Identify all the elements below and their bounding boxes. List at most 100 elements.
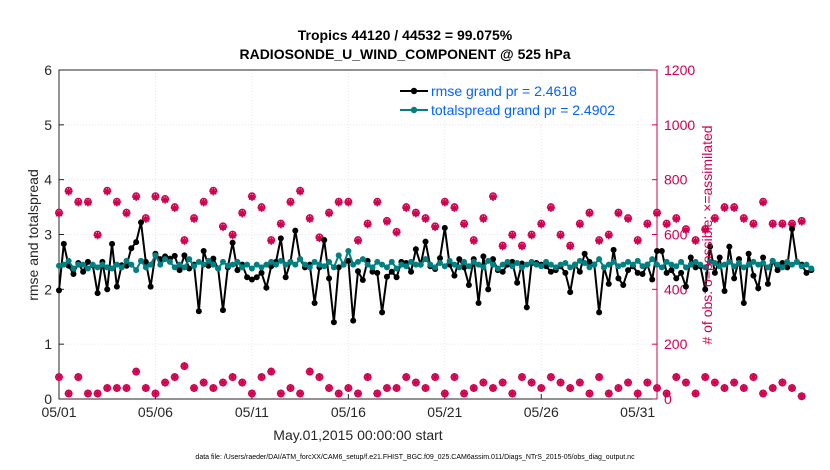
totalspread-point bbox=[605, 261, 612, 268]
obs-bottom-assimilated-point bbox=[431, 373, 440, 382]
totalspread-point bbox=[731, 263, 738, 270]
obs-assimilated-point bbox=[585, 209, 594, 218]
obs-assimilated-point bbox=[392, 228, 401, 237]
rmse-point bbox=[543, 263, 550, 270]
totalspread-point bbox=[273, 261, 280, 268]
totalspread-point bbox=[422, 256, 429, 263]
rmse-point bbox=[620, 281, 627, 288]
obs-bottom-assimilated-point bbox=[450, 373, 459, 382]
totalspread-point bbox=[301, 261, 308, 268]
obs-assimilated-point bbox=[209, 187, 218, 196]
obs-assimilated-point bbox=[257, 203, 266, 212]
rmse-point bbox=[412, 246, 419, 253]
rmse-point bbox=[133, 239, 140, 246]
y-tick-label-right: 0 bbox=[664, 391, 672, 407]
chart-title-line1: Tropics 44120 / 44532 = 99.075% bbox=[298, 27, 513, 43]
totalspread-point bbox=[668, 261, 675, 268]
totalspread-point bbox=[803, 261, 810, 268]
totalspread-point bbox=[639, 263, 646, 270]
rmse-point bbox=[803, 269, 810, 276]
obs-assimilated-point bbox=[363, 220, 372, 229]
obs-bottom-assimilated-point bbox=[778, 378, 787, 387]
totalspread-point bbox=[552, 264, 559, 271]
obs-assimilated-point bbox=[701, 225, 710, 234]
rmse-point bbox=[480, 253, 487, 260]
rmse-point bbox=[562, 269, 569, 276]
y-tick-label-right: 1000 bbox=[664, 117, 695, 133]
obs-assimilated-point bbox=[537, 220, 546, 229]
obs-bottom-assimilated-point bbox=[498, 378, 507, 387]
obs-bottom-assimilated-point bbox=[624, 378, 633, 387]
totalspread-point bbox=[253, 261, 260, 268]
rmse-point bbox=[408, 268, 415, 275]
obs-assimilated-point bbox=[64, 187, 73, 196]
obs-assimilated-point bbox=[74, 198, 83, 207]
totalspread-point bbox=[412, 261, 419, 268]
rmse-point bbox=[244, 274, 251, 281]
totalspread-point bbox=[538, 263, 545, 270]
obs-assimilated-point bbox=[614, 209, 623, 218]
obs-bottom-assimilated-point bbox=[373, 389, 382, 398]
totalspread-point bbox=[70, 265, 77, 272]
rmse-point bbox=[663, 269, 670, 276]
totalspread-point bbox=[629, 261, 636, 268]
obs-bottom-assimilated-point bbox=[286, 384, 295, 393]
totalspread-point bbox=[514, 260, 521, 267]
totalspread-point bbox=[543, 258, 550, 265]
obs-bottom-assimilated-point bbox=[585, 389, 594, 398]
totalspread-point bbox=[663, 258, 670, 265]
obs-bottom-assimilated-point bbox=[595, 373, 604, 382]
obs-bottom-assimilated-point bbox=[489, 384, 498, 393]
rmse-point bbox=[547, 268, 554, 275]
rmse-point bbox=[379, 309, 386, 316]
obs-assimilated-point bbox=[286, 198, 295, 207]
totalspread-point bbox=[764, 264, 771, 271]
totalspread-point bbox=[755, 261, 762, 268]
obs-assimilated-point bbox=[55, 209, 63, 218]
x-tick-label: 05/16 bbox=[331, 404, 366, 420]
totalspread-point bbox=[760, 260, 767, 267]
obs-assimilated-point bbox=[469, 236, 478, 245]
obs-assimilated-point bbox=[662, 220, 671, 229]
totalspread-point bbox=[181, 264, 188, 271]
rmse-point bbox=[210, 255, 217, 262]
obs-bottom-assimilated-point bbox=[74, 373, 83, 382]
obs-bottom-assimilated-point bbox=[469, 384, 478, 393]
y-tick-label-left: 3 bbox=[44, 227, 52, 243]
rmse-point bbox=[581, 250, 588, 257]
obs-bottom-assimilated-point bbox=[768, 384, 777, 393]
totalspread-point bbox=[461, 258, 468, 265]
totalspread-point bbox=[456, 264, 463, 271]
rmse-point bbox=[195, 308, 202, 315]
rmse-point bbox=[113, 283, 120, 290]
x-tick-label: 05/21 bbox=[427, 404, 462, 420]
rmse-point bbox=[716, 254, 723, 261]
obs-assimilated-point bbox=[710, 214, 719, 223]
rmse-point bbox=[567, 289, 574, 296]
rmse-point bbox=[687, 254, 694, 261]
rmse-point bbox=[94, 290, 101, 297]
totalspread-point bbox=[215, 265, 222, 272]
obs-bottom-assimilated-point bbox=[64, 389, 73, 398]
rmse-point bbox=[258, 269, 265, 276]
rmse-point bbox=[142, 258, 149, 265]
rmse-point bbox=[200, 247, 207, 254]
obs-assimilated-point bbox=[122, 209, 131, 218]
obs-assimilated-point bbox=[267, 236, 276, 245]
obs-bottom-assimilated-point bbox=[691, 389, 700, 398]
totalspread-point bbox=[166, 258, 173, 265]
totalspread-point bbox=[417, 261, 424, 268]
obs-assimilated-point bbox=[450, 203, 459, 212]
totalspread-point bbox=[620, 261, 627, 268]
totalspread-point bbox=[229, 261, 236, 268]
obs-assimilated-point bbox=[749, 220, 758, 229]
obs-bottom-assimilated-point bbox=[276, 389, 285, 398]
totalspread-point bbox=[355, 258, 361, 265]
totalspread-point bbox=[234, 258, 241, 265]
totalspread-point bbox=[330, 264, 337, 271]
obs-assimilated-point bbox=[720, 203, 729, 212]
rmse-point bbox=[509, 258, 516, 265]
obs-bottom-assimilated-point bbox=[633, 389, 642, 398]
obs-assimilated-point bbox=[93, 231, 102, 240]
totalspread-point bbox=[287, 258, 294, 265]
